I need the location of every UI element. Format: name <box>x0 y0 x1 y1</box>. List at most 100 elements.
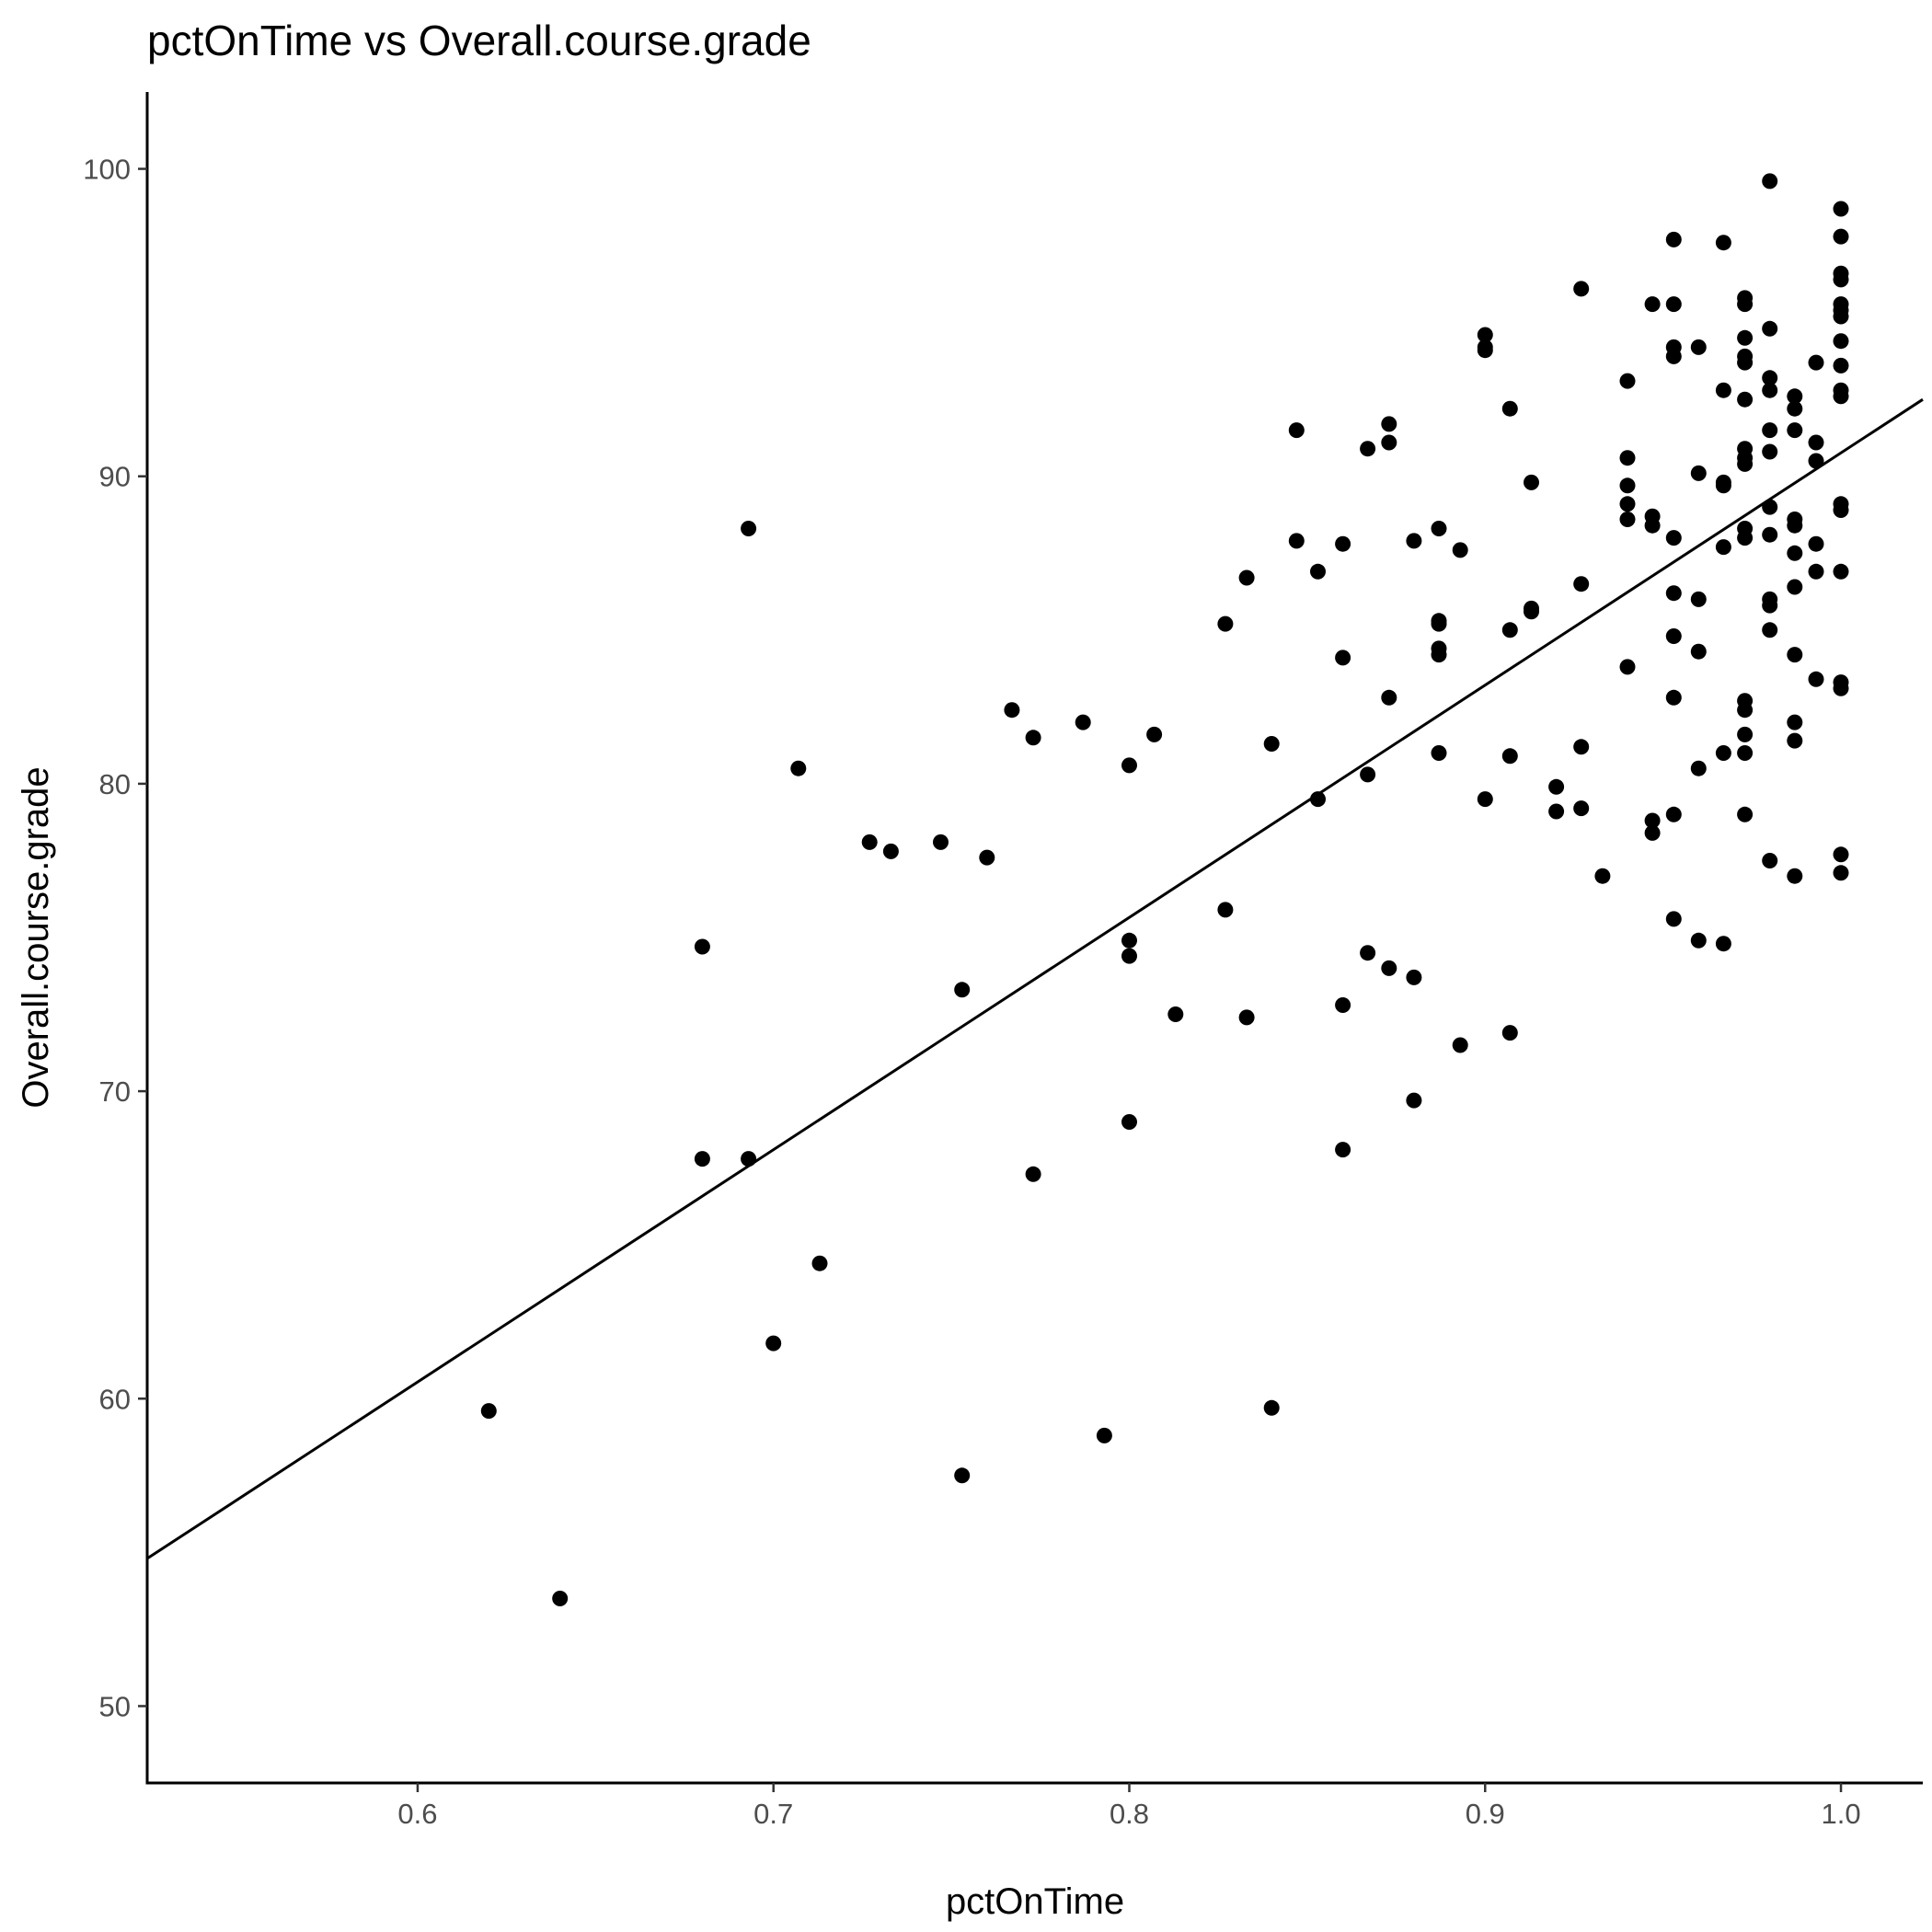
data-point <box>1665 806 1682 822</box>
data-point <box>1263 1399 1280 1416</box>
y-tick-label: 90 <box>99 461 131 493</box>
data-point <box>1665 585 1682 602</box>
data-point <box>1310 563 1326 580</box>
points-layer <box>480 173 1849 1606</box>
data-point <box>1787 732 1803 749</box>
data-point <box>1360 441 1376 457</box>
data-point <box>1263 736 1280 752</box>
data-point <box>1360 945 1376 961</box>
data-point <box>1762 422 1778 439</box>
y-axis-ticks: 50 60 70 80 90 100 <box>83 154 147 1722</box>
data-point <box>1787 400 1803 417</box>
data-point <box>1808 563 1824 580</box>
data-point <box>1715 745 1731 761</box>
data-point <box>1762 370 1778 386</box>
data-point <box>1146 726 1163 742</box>
data-point <box>1335 535 1351 552</box>
data-point <box>1762 443 1778 460</box>
data-point <box>954 1467 971 1484</box>
data-point <box>1573 281 1590 297</box>
data-point <box>1833 333 1849 350</box>
data-point <box>1762 526 1778 543</box>
data-point <box>1121 932 1137 949</box>
data-point <box>741 521 757 536</box>
data-point <box>1715 539 1731 556</box>
data-point <box>1501 748 1518 765</box>
data-point <box>1833 563 1849 580</box>
data-point <box>694 1151 710 1167</box>
data-point <box>1762 853 1778 868</box>
data-point <box>1167 1006 1184 1022</box>
data-point <box>1477 342 1493 359</box>
data-point <box>1665 689 1682 706</box>
data-point <box>1737 391 1754 408</box>
data-point <box>1335 997 1351 1013</box>
data-point <box>1665 911 1682 927</box>
data-point <box>1548 778 1565 795</box>
data-point <box>1431 647 1447 663</box>
data-point <box>1690 760 1707 776</box>
data-point <box>1737 702 1754 719</box>
data-point <box>861 834 878 850</box>
x-tick-label: 0.8 <box>1110 1798 1149 1830</box>
data-point <box>1808 434 1824 451</box>
data-point <box>1477 327 1493 343</box>
data-point <box>1665 231 1682 247</box>
data-point <box>1573 739 1590 755</box>
y-axis-title: Overall.course.grade <box>16 766 56 1108</box>
chart-title: pctOnTime vs Overall.course.grade <box>147 17 811 64</box>
data-point <box>1665 348 1682 364</box>
data-point <box>1833 271 1849 288</box>
data-point <box>1452 542 1468 558</box>
data-point <box>1833 357 1849 374</box>
data-point <box>1452 1037 1468 1053</box>
data-point <box>1808 671 1824 687</box>
data-point <box>1121 757 1137 774</box>
data-point <box>1406 533 1422 549</box>
data-point <box>1121 948 1137 964</box>
data-point <box>1501 400 1518 417</box>
data-point <box>1619 512 1636 527</box>
data-point <box>1808 535 1824 552</box>
data-point <box>1644 296 1661 313</box>
plot-area <box>146 173 1924 1606</box>
data-point <box>1762 499 1778 515</box>
data-point <box>1501 622 1518 638</box>
y-tick-label: 50 <box>99 1690 131 1722</box>
data-point <box>1787 388 1803 405</box>
trendline-layer <box>146 397 1924 1560</box>
data-point <box>1737 726 1754 742</box>
data-point <box>1501 1025 1518 1041</box>
data-point <box>1238 1009 1255 1026</box>
data-point <box>1288 422 1305 439</box>
data-point <box>1715 235 1731 251</box>
data-point <box>1335 650 1351 666</box>
data-point <box>979 849 995 866</box>
data-point <box>1715 382 1731 398</box>
data-point <box>1787 422 1803 439</box>
data-point <box>1762 173 1778 190</box>
data-point <box>1619 373 1636 389</box>
data-point <box>1762 320 1778 337</box>
data-point <box>1833 308 1849 325</box>
data-point <box>1431 745 1447 761</box>
data-point <box>1644 517 1661 534</box>
data-point <box>1075 714 1091 730</box>
data-point <box>1573 800 1590 817</box>
data-point <box>1833 502 1849 518</box>
data-point <box>1715 477 1731 494</box>
data-point <box>1737 296 1754 313</box>
data-point <box>1715 936 1731 952</box>
x-tick-label: 0.9 <box>1466 1798 1505 1830</box>
data-point <box>1381 689 1397 706</box>
data-point <box>1619 496 1636 512</box>
data-point <box>1737 455 1754 472</box>
data-point <box>1690 465 1707 481</box>
data-point <box>1238 569 1255 586</box>
data-point <box>1310 791 1326 808</box>
data-point <box>1431 521 1447 536</box>
data-point <box>1737 530 1754 546</box>
data-point <box>1096 1427 1112 1443</box>
data-point <box>1431 615 1447 632</box>
